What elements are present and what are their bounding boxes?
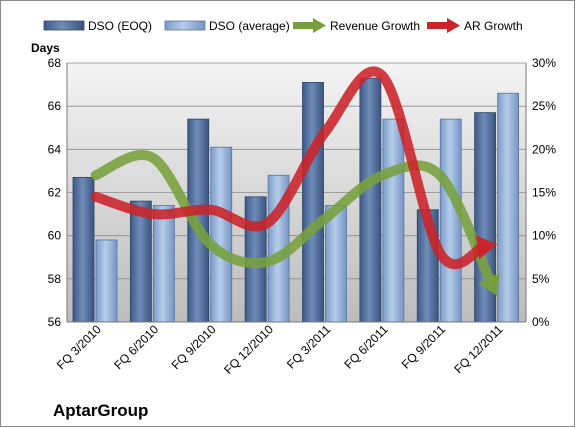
legend-label-dso-average: DSO (average) [209,19,290,33]
y-tick-label: 56 [48,315,62,329]
bar-dso-eoq [72,176,95,323]
x-tick-label: FQ 3/2011 [284,322,334,372]
legend-item-dso-average: DSO (average) [164,19,290,33]
x-tick-label: FQ 6/2011 [341,322,391,372]
y-tick-label: 60 [48,229,62,243]
bar-dso-eoq [302,82,324,323]
bar-dso-average [152,205,175,323]
y-tick-label: 58 [48,272,62,286]
bar-dso-average [95,239,118,323]
bar-dso-average [382,118,405,323]
bar-dso-average [325,205,347,323]
y-tick-label: 62 [48,186,62,200]
y2-tick-label: 10% [532,229,556,243]
axes [66,63,527,323]
legend-arrow-ar-growth [427,18,460,33]
bar-dso-eoq [129,200,152,323]
y-tick-label: 64 [48,142,62,156]
legend-label-revenue-growth: Revenue Growth [330,19,420,33]
legend-label-dso-eoq: DSO (EOQ) [88,19,152,33]
y2-tick-label: 25% [532,99,556,113]
company-name: AptarGroup [53,401,148,420]
bar-dso-eoq [359,77,382,323]
growth-lines [90,66,500,297]
arrowhead-ar-growth [475,235,498,260]
legend-item-ar-growth: AR Growth [427,18,523,33]
bar-dso-average [210,146,233,323]
legend-swatch-dso-average [164,20,206,31]
legend-item-revenue-growth: Revenue Growth [293,18,420,33]
y2-tick-label: 0% [532,315,550,329]
y-tick-label: 66 [48,99,62,113]
x-axis-ticks: FQ 3/2010 FQ 6/2010 FQ 9/2010 FQ 12/2010 FQ … [54,322,506,377]
y2-tick-label: 20% [532,142,556,156]
x-tick-label: FQ 12/2010 [221,322,276,377]
left-axis-ticks: 56 58 60 62 64 66 68 [48,56,62,329]
arrowhead-revenue-growth [477,272,500,297]
x-tick-label: FQ 9/2010 [169,322,219,372]
line-ar-growth [90,66,489,270]
right-axis-ticks: 0% 5% 10% 15% 20% 25% 30% [532,56,556,329]
bar-dso-average [497,92,520,323]
y2-tick-label: 30% [532,56,556,70]
legend: DSO (EOQ) DSO (average) Revenue Growth A… [43,18,523,33]
legend-swatch-dso-eoq [43,20,85,31]
y2-tick-label: 5% [532,272,550,286]
x-tick-label: FQ 12/2011 [451,322,505,376]
legend-arrow-revenue-growth [293,18,326,33]
legend-label-ar-growth: AR Growth [464,19,523,33]
y2-tick-label: 15% [532,186,556,200]
bar-dso-average [439,118,462,323]
x-tick-label: FQ 9/2011 [399,322,449,372]
y-axis-title: Days [31,41,60,55]
x-tick-label: FQ 3/2010 [54,322,104,372]
line-revenue-growth [90,150,497,289]
legend-item-dso-eoq: DSO (EOQ) [43,19,152,33]
y-tick-label: 68 [48,56,62,70]
x-tick-label: FQ 6/2010 [111,322,161,372]
